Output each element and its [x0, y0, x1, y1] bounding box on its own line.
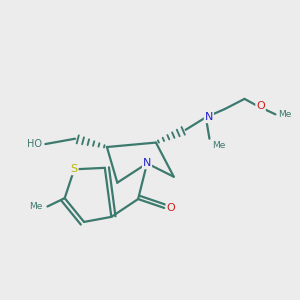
Text: O: O [167, 203, 175, 213]
Text: HO: HO [27, 139, 42, 149]
Text: N: N [205, 112, 213, 122]
Text: O: O [256, 101, 265, 111]
Text: S: S [70, 164, 78, 174]
Text: Me: Me [212, 141, 225, 150]
Text: Me: Me [278, 110, 292, 119]
Text: Me: Me [30, 202, 43, 211]
Text: N: N [143, 158, 151, 168]
